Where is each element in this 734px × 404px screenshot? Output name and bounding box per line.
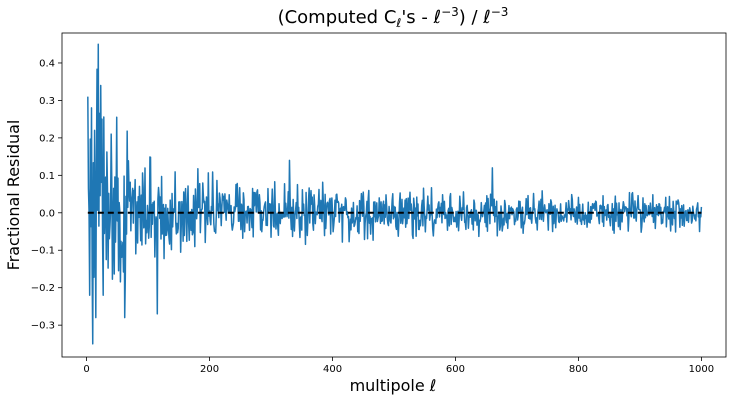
x-tick-label: 600 (446, 364, 465, 375)
x-tick-label: 1000 (689, 364, 714, 375)
y-tick-label: 0.3 (39, 96, 55, 107)
y-tick-label: −0.2 (31, 283, 55, 294)
y-tick-label: −0.1 (31, 246, 55, 257)
y-tick-label: 0.1 (39, 171, 55, 182)
y-tick-label: −0.3 (31, 321, 55, 332)
x-tick-label: 400 (323, 364, 342, 375)
y-tick-label: 0.4 (39, 58, 55, 69)
y-tick-label: 0.2 (39, 133, 55, 144)
x-axis-label: multipole ℓ (350, 376, 437, 395)
x-tick-label: 200 (200, 364, 219, 375)
x-tick-label: 0 (83, 364, 89, 375)
chart-title: (Computed Cℓ's - ℓ−3) / ℓ−3 (278, 5, 509, 30)
y-tick-label: 0.0 (39, 208, 55, 219)
x-tick-label: 800 (569, 364, 588, 375)
y-axis-label: Fractional Residual (4, 120, 23, 271)
